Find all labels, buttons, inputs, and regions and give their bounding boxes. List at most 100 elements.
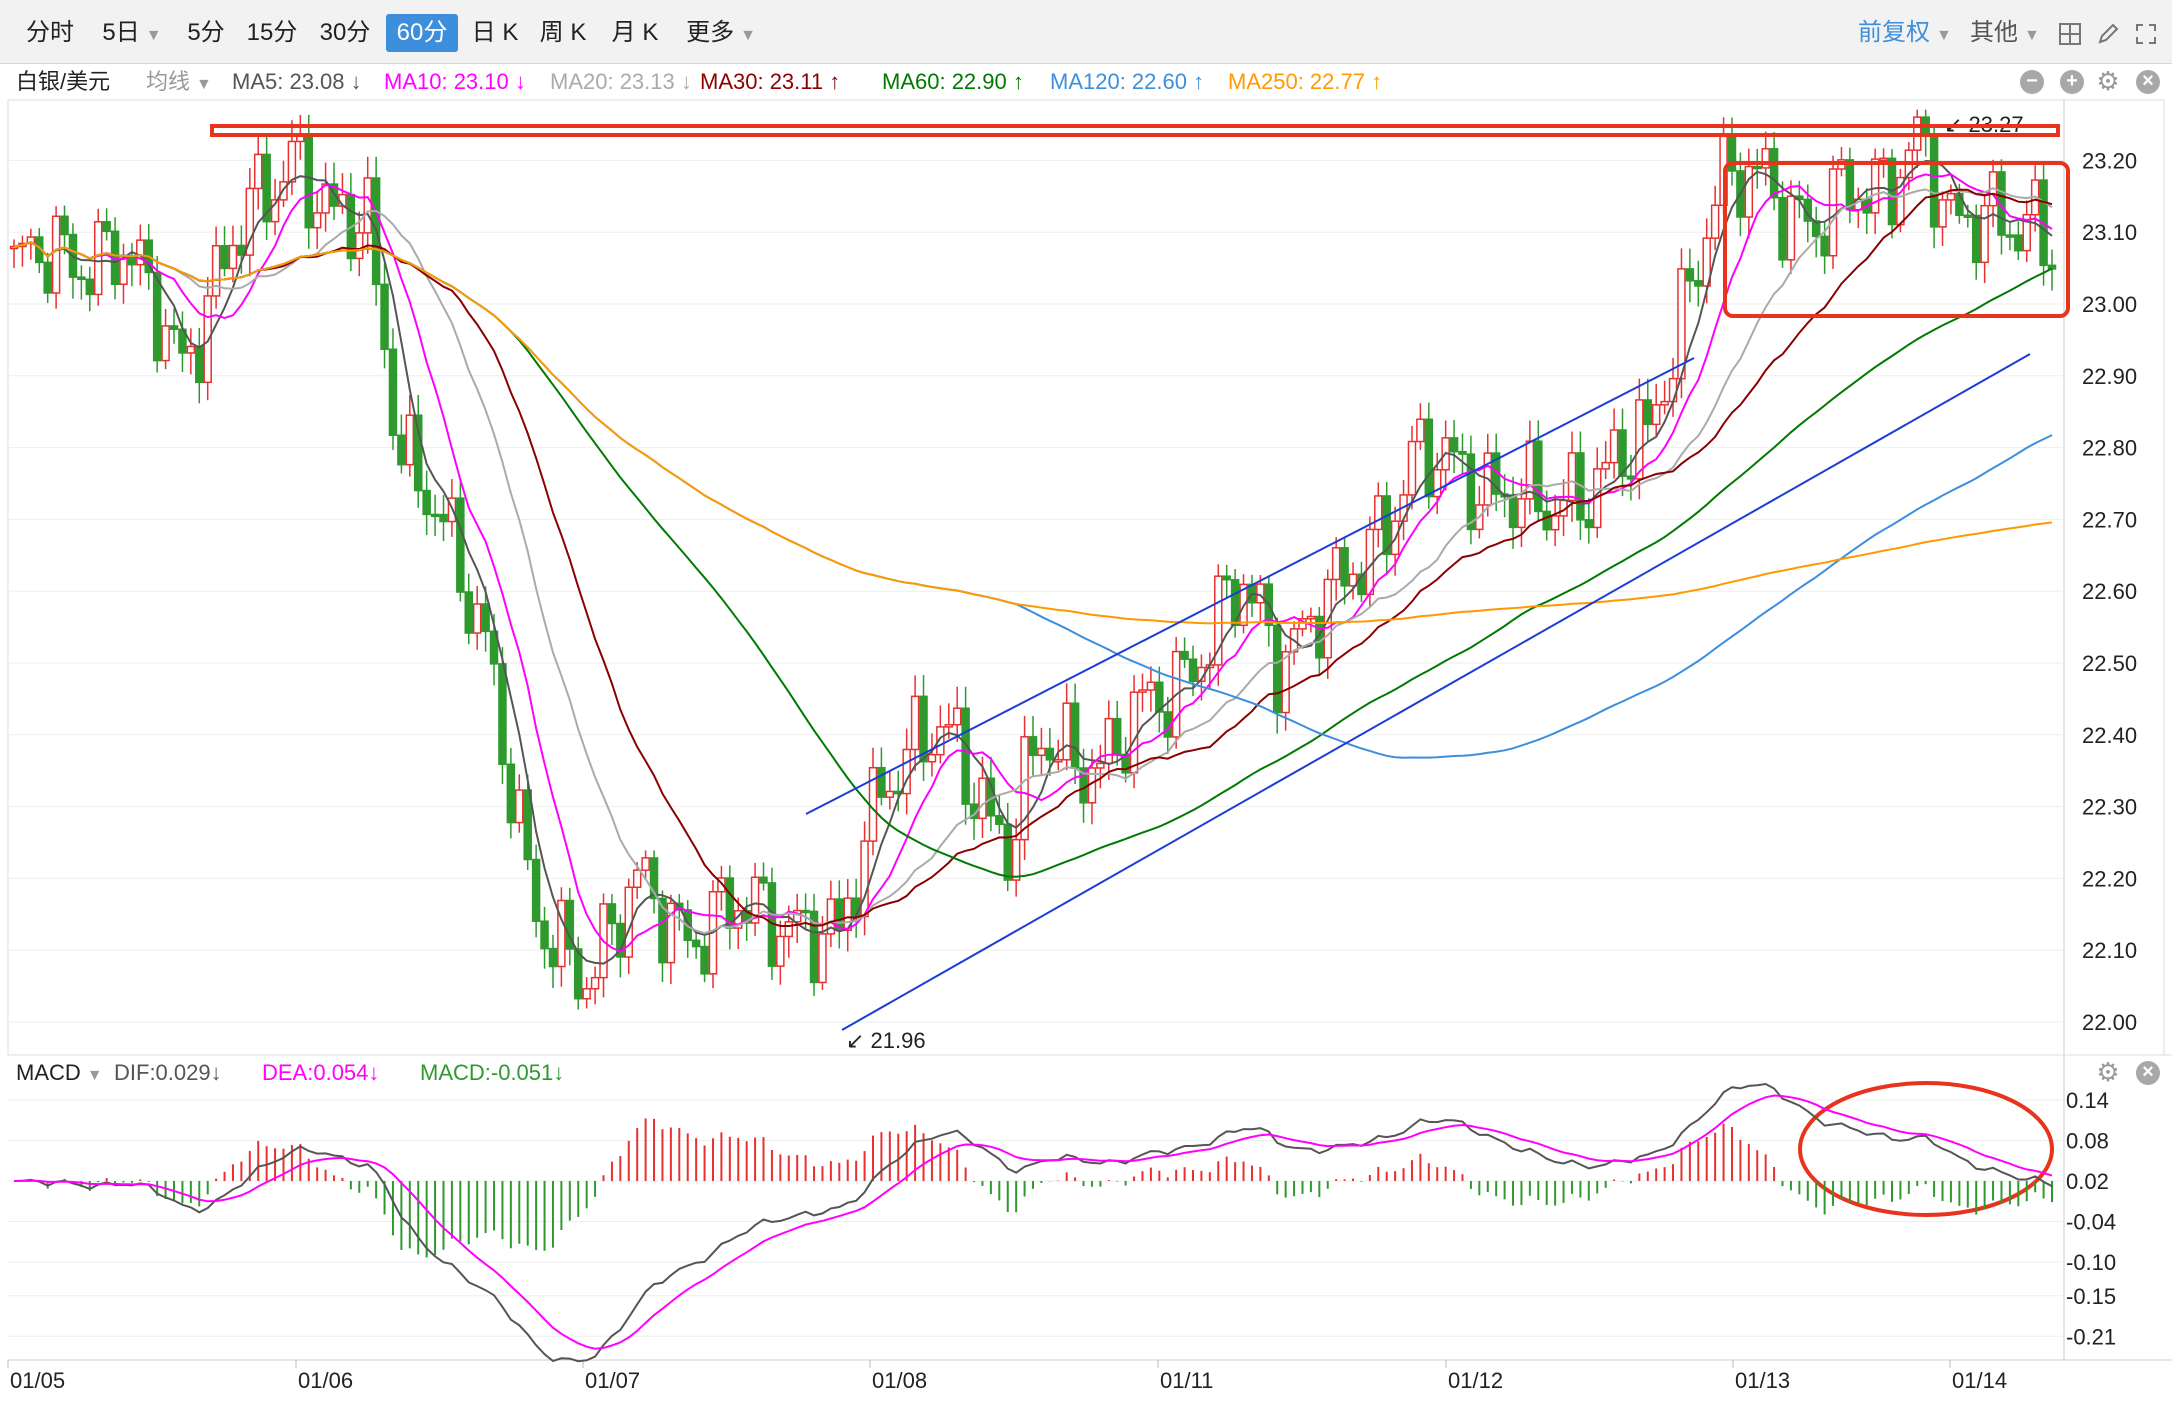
candle-body bbox=[1744, 165, 1754, 218]
tab-daily-k[interactable]: 日 K bbox=[471, 19, 519, 46]
candle bbox=[1744, 148, 1754, 239]
candle bbox=[1449, 420, 1459, 474]
grid-layout-icon[interactable] bbox=[2058, 22, 2082, 46]
tab-5day[interactable]: 5日 ▼ bbox=[102, 19, 162, 46]
tab-more[interactable]: 更多 ▼ bbox=[686, 19, 756, 46]
candle-body bbox=[1879, 157, 1888, 162]
candle bbox=[430, 494, 440, 537]
candle bbox=[270, 178, 280, 236]
candle-body bbox=[877, 766, 886, 798]
chevron-down-icon: ▼ bbox=[86, 1067, 103, 1084]
candle-body bbox=[607, 903, 617, 925]
tab-15min[interactable]: 15分 bbox=[246, 19, 298, 46]
candle bbox=[1769, 132, 1779, 211]
candle bbox=[1870, 148, 1880, 235]
tab-monthly-k[interactable]: 月 K bbox=[611, 19, 659, 46]
candle-body bbox=[683, 909, 692, 942]
candle-body bbox=[952, 707, 962, 726]
candle-body bbox=[1769, 148, 1779, 199]
candle-body bbox=[590, 976, 600, 990]
candle bbox=[750, 862, 760, 936]
candle bbox=[413, 394, 423, 508]
candle-body bbox=[178, 328, 187, 354]
candle bbox=[978, 756, 987, 839]
candle bbox=[649, 850, 659, 914]
avg-line-dropdown[interactable]: 均线 ▼ bbox=[146, 69, 212, 94]
add-icon[interactable]: + bbox=[2060, 70, 2084, 94]
candle bbox=[1550, 494, 1560, 547]
candle bbox=[1340, 536, 1349, 605]
tab-intraday[interactable]: 分时 bbox=[26, 19, 74, 46]
candle bbox=[1491, 433, 1501, 512]
legend-dif: DIF:0.029↓ bbox=[114, 1060, 222, 1085]
other-dropdown[interactable]: 其他 ▼ bbox=[1970, 19, 2040, 46]
candle-body bbox=[77, 276, 86, 280]
candle bbox=[632, 862, 642, 899]
candle bbox=[1180, 637, 1189, 669]
tab-weekly-k[interactable]: 周 K bbox=[539, 19, 587, 46]
candle-body bbox=[1870, 158, 1880, 214]
candle-body bbox=[750, 876, 760, 924]
adjust-dropdown[interactable]: 前复权 ▼ bbox=[1858, 19, 1952, 46]
candle bbox=[835, 880, 844, 949]
candle bbox=[1054, 739, 1063, 771]
candle-body bbox=[1971, 214, 1981, 264]
close-icon[interactable]: × bbox=[2136, 1061, 2160, 1085]
close-icon[interactable]: × bbox=[2136, 70, 2160, 94]
candle-body bbox=[388, 348, 398, 436]
candle-body bbox=[228, 244, 238, 270]
candle bbox=[338, 173, 347, 215]
candle bbox=[329, 162, 339, 221]
candle-body bbox=[818, 933, 827, 984]
candle-body bbox=[742, 910, 751, 924]
candle bbox=[986, 756, 996, 832]
candle-body bbox=[717, 877, 726, 893]
candle bbox=[1087, 749, 1097, 825]
candle bbox=[203, 277, 212, 401]
candle bbox=[1761, 131, 1770, 186]
candle bbox=[565, 887, 575, 966]
candle-body bbox=[540, 920, 549, 950]
candle-body bbox=[43, 261, 52, 294]
candle bbox=[1407, 425, 1417, 510]
candle bbox=[312, 191, 322, 249]
channel-lower-line bbox=[841, 353, 2031, 1031]
candle bbox=[211, 226, 221, 309]
candle-body bbox=[1466, 453, 1476, 531]
candle bbox=[1618, 408, 1627, 497]
candle-body bbox=[304, 135, 314, 229]
candle-body bbox=[1188, 658, 1198, 682]
candle-body bbox=[1197, 666, 1206, 682]
minimize-icon[interactable]: − bbox=[2020, 70, 2044, 94]
candle-body bbox=[211, 245, 221, 297]
fullscreen-icon[interactable] bbox=[2134, 22, 2158, 46]
candle-body bbox=[363, 177, 372, 234]
candle bbox=[43, 252, 52, 303]
candle-body bbox=[995, 815, 1004, 826]
candle bbox=[1651, 383, 1661, 436]
tab-5min[interactable]: 5分 bbox=[187, 19, 225, 46]
settings-gear-icon[interactable]: ⚙ bbox=[2096, 66, 2120, 96]
symbol-label: 白银/美元 bbox=[16, 69, 111, 94]
candle bbox=[1129, 675, 1139, 789]
macd-y-tick-label: 0.08 bbox=[2066, 1129, 2109, 1154]
draw-pen-icon[interactable] bbox=[2096, 22, 2120, 46]
candle bbox=[658, 890, 667, 983]
candle bbox=[548, 934, 558, 989]
candle bbox=[860, 821, 869, 936]
candle-body bbox=[1399, 494, 1408, 522]
candle-body bbox=[1214, 575, 1223, 666]
candle bbox=[245, 168, 255, 277]
tab-60min[interactable]: 60分 bbox=[386, 14, 458, 52]
candle-body bbox=[927, 753, 937, 763]
candle bbox=[910, 675, 920, 771]
candle bbox=[1121, 737, 1130, 783]
candle-body bbox=[1163, 711, 1172, 738]
settings-gear-icon[interactable]: ⚙ bbox=[2096, 1057, 2120, 1087]
macd-indicator-dropdown[interactable]: MACD ▼ bbox=[16, 1060, 103, 1085]
legend-ma30: MA30: 23.11 ↑ bbox=[700, 69, 841, 94]
candle bbox=[1559, 479, 1568, 537]
candle-body bbox=[422, 489, 431, 516]
tab-30min[interactable]: 30分 bbox=[319, 19, 371, 46]
